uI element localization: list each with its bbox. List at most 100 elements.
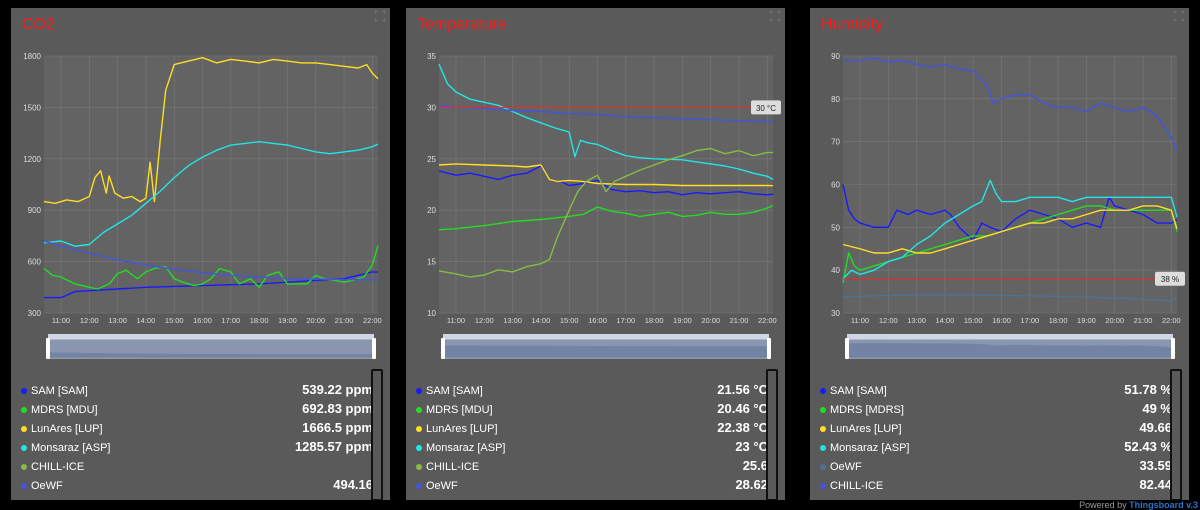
y-tick-label: 15	[427, 258, 436, 267]
navigator-top-bar	[443, 334, 769, 339]
threshold-badge	[1155, 271, 1185, 286]
legend-scrollbar[interactable]	[371, 369, 383, 500]
x-tick-label: 21:00	[1134, 316, 1153, 325]
x-tick-label: 15:00	[165, 316, 184, 325]
footer-brand[interactable]: Thingsboard v.3	[1129, 500, 1198, 510]
series-name: LunAres [LUP]	[31, 423, 103, 435]
series-name: Monsaraz [ASP]	[31, 442, 111, 454]
x-tick-label: 17:00	[1020, 316, 1039, 325]
legend-item[interactable]: OeWF 494.16	[19, 477, 373, 496]
legend-item[interactable]: OeWF 33.59	[818, 458, 1172, 477]
co2-chart: 300 600 900 1200 1500 1800 11:00 12:00 13:00 14:0…	[23, 52, 382, 359]
x-tick-label: 11:00	[447, 316, 465, 325]
series-value: 494.16	[333, 477, 373, 492]
x-tick-label: 13:00	[907, 316, 926, 325]
legend-item[interactable]: MDRS [MDRS] 49 %	[818, 401, 1172, 420]
series-line	[842, 205, 1178, 254]
series-line	[438, 163, 774, 187]
series-name: OeWF	[830, 461, 862, 473]
threshold-label: 30 °C	[756, 104, 776, 113]
panel-title: Temperature	[417, 16, 507, 33]
y-tick-label: 10	[427, 309, 436, 318]
series-name: SAM [SAM]	[426, 385, 483, 397]
legend-item[interactable]: Monsaraz [ASP] 1285.57 ppm	[19, 439, 373, 458]
humidity-panel: Humidity 30 40 50 60 70 80 90 11:00 12:00 13:00 14…	[810, 8, 1189, 500]
series-value: 1666.5 ppm	[302, 420, 373, 435]
legend-item[interactable]: CHILL-ICE 25.6	[414, 458, 768, 477]
series-value: 539.22 ppm	[302, 382, 373, 397]
legend-item[interactable]: SAM [SAM] 21.56 °C	[414, 382, 768, 401]
series-value: 51.78 %	[1124, 382, 1172, 397]
series-line	[438, 63, 774, 181]
y-tick-label: 30	[427, 103, 436, 112]
x-tick-label: 12:00	[879, 316, 898, 325]
x-tick-label: 18:00	[1049, 316, 1068, 325]
series-value: 20.46 °C	[717, 401, 768, 416]
x-tick-label: 17:00	[221, 316, 240, 325]
series-value: 28.62	[735, 477, 768, 492]
legend: SAM [SAM] 21.56 °C MDRS [MDU] 20.46 °C Lun…	[414, 382, 768, 496]
legend-item[interactable]: OeWF 28.62	[414, 477, 768, 496]
x-tick-label: 21:00	[335, 316, 354, 325]
series-line	[43, 240, 378, 281]
x-tick-label: 15:00	[964, 316, 983, 325]
legend-item[interactable]: LunAres [LUP] 1666.5 ppm	[19, 420, 373, 439]
legend-item[interactable]: MDRS [MDU] 20.46 °C	[414, 401, 768, 420]
series-line	[842, 179, 1178, 280]
y-tick-label: 35	[427, 52, 436, 61]
plot-area	[44, 56, 378, 313]
x-tick-label: 22:00	[1162, 316, 1181, 325]
series-value: 49 %	[1142, 401, 1172, 416]
series-value: 692.83 ppm	[302, 401, 373, 416]
legend-scrollbar[interactable]	[766, 369, 778, 500]
legend-item[interactable]: CHILL-ICE	[19, 458, 373, 477]
series-value: 22.38 °C	[717, 420, 768, 435]
legend-item[interactable]: CHILL-ICE 82.44	[818, 477, 1172, 496]
legend-item[interactable]: SAM [SAM] 539.22 ppm	[19, 382, 373, 401]
series-line	[438, 104, 773, 123]
legend-color-dot	[416, 426, 422, 432]
series-line	[438, 204, 774, 231]
legend-color-dot	[820, 388, 826, 394]
legend-color-dot	[21, 445, 27, 451]
y-tick-label: 80	[831, 95, 840, 104]
x-tick-label: 16:00	[193, 316, 212, 325]
x-tick-label: 22:00	[363, 316, 382, 325]
footer-prefix: Powered by	[1079, 500, 1127, 510]
legend-scrollbar[interactable]	[1170, 369, 1182, 500]
x-tick-label: 17:00	[616, 316, 635, 325]
series-value: 21.56 °C	[717, 382, 768, 397]
y-tick-label: 300	[28, 309, 42, 318]
legend: SAM [SAM] 539.22 ppm MDRS [MDU] 692.83 ppm…	[19, 382, 373, 496]
series-line	[43, 141, 379, 247]
x-tick-label: 20:00	[1105, 316, 1124, 325]
legend-item[interactable]: LunAres [LUP] 22.38 °C	[414, 420, 768, 439]
legend-item[interactable]: Monsaraz [ASP] 52.43 %	[818, 439, 1172, 458]
navigator-handle-right	[372, 338, 376, 359]
legend-item[interactable]: Monsaraz [ASP] 23 °C	[414, 439, 768, 458]
series-value: 1285.57 ppm	[294, 439, 373, 454]
legend-item[interactable]: MDRS [MDU] 692.83 ppm	[19, 401, 373, 420]
x-tick-label: 21:00	[730, 316, 749, 325]
legend-item[interactable]: LunAres [LUP] 49.66	[818, 420, 1172, 439]
series-value: 23 °C	[735, 439, 768, 454]
x-tick-label: 19:00	[673, 316, 692, 325]
series-value: 52.43 %	[1124, 439, 1172, 454]
y-tick-label: 70	[831, 138, 840, 147]
navigator-handle-left	[46, 338, 50, 359]
series-value: 82.44	[1139, 477, 1172, 492]
legend-item[interactable]: SAM [SAM] 51.78 %	[818, 382, 1172, 401]
x-tick-label: 20:00	[701, 316, 720, 325]
series-line	[843, 57, 1178, 151]
y-tick-label: 600	[28, 258, 42, 267]
series-line	[44, 271, 379, 299]
y-tick-label: 1200	[23, 155, 41, 164]
legend-color-dot	[21, 426, 27, 432]
series-value: 49.66	[1139, 420, 1172, 435]
navigator-handle-right	[767, 338, 771, 359]
y-tick-label: 30	[831, 309, 840, 318]
y-tick-label: 1800	[23, 52, 41, 61]
x-tick-label: 22:00	[758, 316, 777, 325]
series-line	[842, 184, 1178, 241]
navigator-top-bar	[48, 334, 374, 339]
